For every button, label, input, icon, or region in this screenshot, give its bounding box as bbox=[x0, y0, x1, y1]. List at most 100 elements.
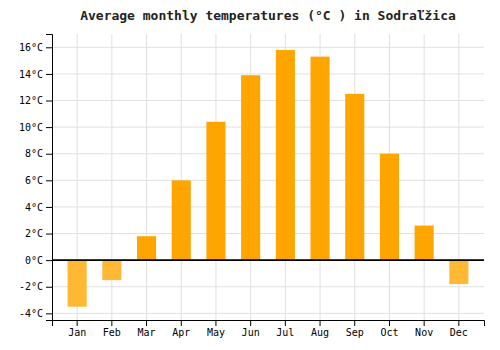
tick-label: 0°C bbox=[25, 255, 43, 266]
bar bbox=[345, 94, 364, 260]
tick: 14°C bbox=[19, 69, 52, 80]
tick-label: Jul bbox=[276, 327, 294, 338]
y-axis: -4°C -2°C 0°C 2°C 4°C 6°C 8°C 10°C 12°C 14°C 16°C bbox=[19, 35, 53, 321]
grid-line bbox=[52, 47, 484, 48]
bar bbox=[137, 236, 156, 260]
tick-label: 6°C bbox=[25, 175, 43, 186]
tick: 12°C bbox=[19, 95, 52, 106]
tick-mark bbox=[458, 320, 459, 326]
bars bbox=[52, 50, 484, 307]
tick-mark bbox=[46, 207, 52, 208]
x-axis: Jan Feb Mar Apr May Jun Jul Aug Sep Oct Nov Dec bbox=[53, 320, 485, 338]
grid bbox=[52, 34, 484, 320]
bar bbox=[206, 122, 225, 260]
tick-label: Aug bbox=[311, 327, 329, 338]
tick-label: 14°C bbox=[19, 69, 43, 80]
tick-label: Feb bbox=[103, 327, 121, 338]
tick: Jul bbox=[276, 320, 294, 338]
title: Average monthly temperatures (°C ) in So… bbox=[80, 8, 456, 23]
tick-mark bbox=[46, 180, 52, 181]
tick-label: -2°C bbox=[19, 281, 43, 292]
tick-label: Oct bbox=[380, 327, 398, 338]
tick-mark bbox=[354, 320, 355, 326]
tick-label: 2°C bbox=[25, 228, 43, 239]
tick: Jan bbox=[68, 320, 86, 338]
tick-mark bbox=[46, 287, 52, 288]
bar bbox=[380, 154, 399, 260]
tick-mark bbox=[424, 320, 425, 326]
tick-label: Jan bbox=[68, 327, 86, 338]
tick-label: Jun bbox=[242, 327, 260, 338]
bar bbox=[449, 260, 468, 284]
grid-line bbox=[52, 313, 484, 314]
tick: Mar bbox=[138, 320, 156, 338]
tick-mark bbox=[46, 154, 52, 155]
tick: Dec bbox=[450, 320, 468, 338]
tick-mark bbox=[146, 320, 147, 326]
tick-mark bbox=[285, 320, 286, 326]
bar bbox=[172, 180, 191, 260]
tick-label: 16°C bbox=[19, 42, 43, 53]
tick-mark bbox=[46, 234, 52, 235]
tick-label: Nov bbox=[415, 327, 433, 338]
grid-line bbox=[424, 34, 425, 320]
grid-line bbox=[52, 180, 484, 181]
tick-mark bbox=[389, 320, 390, 326]
tick-label: Apr bbox=[172, 327, 190, 338]
tick: -4°C bbox=[19, 308, 52, 319]
bar bbox=[276, 50, 295, 260]
tick: Aug bbox=[311, 320, 329, 338]
grid-line bbox=[52, 127, 484, 128]
tick: 10°C bbox=[19, 122, 52, 133]
tick: 16°C bbox=[19, 42, 52, 53]
grid-line bbox=[181, 34, 182, 320]
grid-line bbox=[52, 286, 484, 287]
tick-mark bbox=[46, 101, 52, 102]
tick: 4°C bbox=[25, 202, 52, 213]
tick-mark bbox=[181, 320, 182, 326]
axis-line bbox=[53, 321, 485, 327]
tick-label: May bbox=[207, 327, 225, 338]
tick-label: Mar bbox=[138, 327, 156, 338]
tick: 6°C bbox=[25, 175, 52, 186]
plot: -4°C -2°C 0°C 2°C 4°C 6°C 8°C 10°C 12°C 14°C 16°C J… bbox=[19, 34, 485, 338]
tick-label: 10°C bbox=[19, 122, 43, 133]
tick-label: Sep bbox=[346, 327, 364, 338]
tick-mark bbox=[77, 320, 78, 326]
grid-line bbox=[52, 73, 484, 74]
tick-label: Dec bbox=[450, 327, 468, 338]
bar bbox=[102, 260, 121, 280]
bar bbox=[241, 75, 260, 260]
bar bbox=[415, 226, 434, 261]
bar bbox=[68, 260, 87, 307]
tick: -2°C bbox=[19, 281, 52, 292]
grid-line bbox=[52, 260, 484, 261]
tick-mark bbox=[46, 313, 52, 314]
tick: Feb bbox=[103, 320, 121, 338]
tick-label: 12°C bbox=[19, 95, 43, 106]
tick-label: 8°C bbox=[25, 148, 43, 159]
tick: Jun bbox=[242, 320, 260, 338]
grid-line bbox=[52, 153, 484, 154]
tick: Oct bbox=[380, 320, 398, 338]
tick-mark bbox=[250, 320, 251, 326]
tick-mark bbox=[46, 127, 52, 128]
chart: -4°C -2°C 0°C 2°C 4°C 6°C 8°C 10°C 12°C 14°C 16°C J… bbox=[0, 0, 500, 350]
tick: 8°C bbox=[25, 148, 52, 159]
zero-line bbox=[52, 259, 484, 261]
tick-mark bbox=[320, 320, 321, 326]
tick: May bbox=[207, 320, 225, 338]
tick-mark bbox=[111, 320, 112, 326]
tick-label: 4°C bbox=[25, 202, 43, 213]
grid-line bbox=[52, 100, 484, 101]
tick: Apr bbox=[172, 320, 190, 338]
tick-mark bbox=[46, 47, 52, 48]
tick-mark bbox=[46, 74, 52, 75]
axis-line bbox=[46, 35, 53, 321]
tick: 0°C bbox=[25, 255, 52, 266]
grid-line bbox=[52, 206, 484, 207]
bar bbox=[311, 57, 330, 261]
tick-mark bbox=[215, 320, 216, 326]
tick: Sep bbox=[346, 320, 364, 338]
tick: Nov bbox=[415, 320, 433, 338]
